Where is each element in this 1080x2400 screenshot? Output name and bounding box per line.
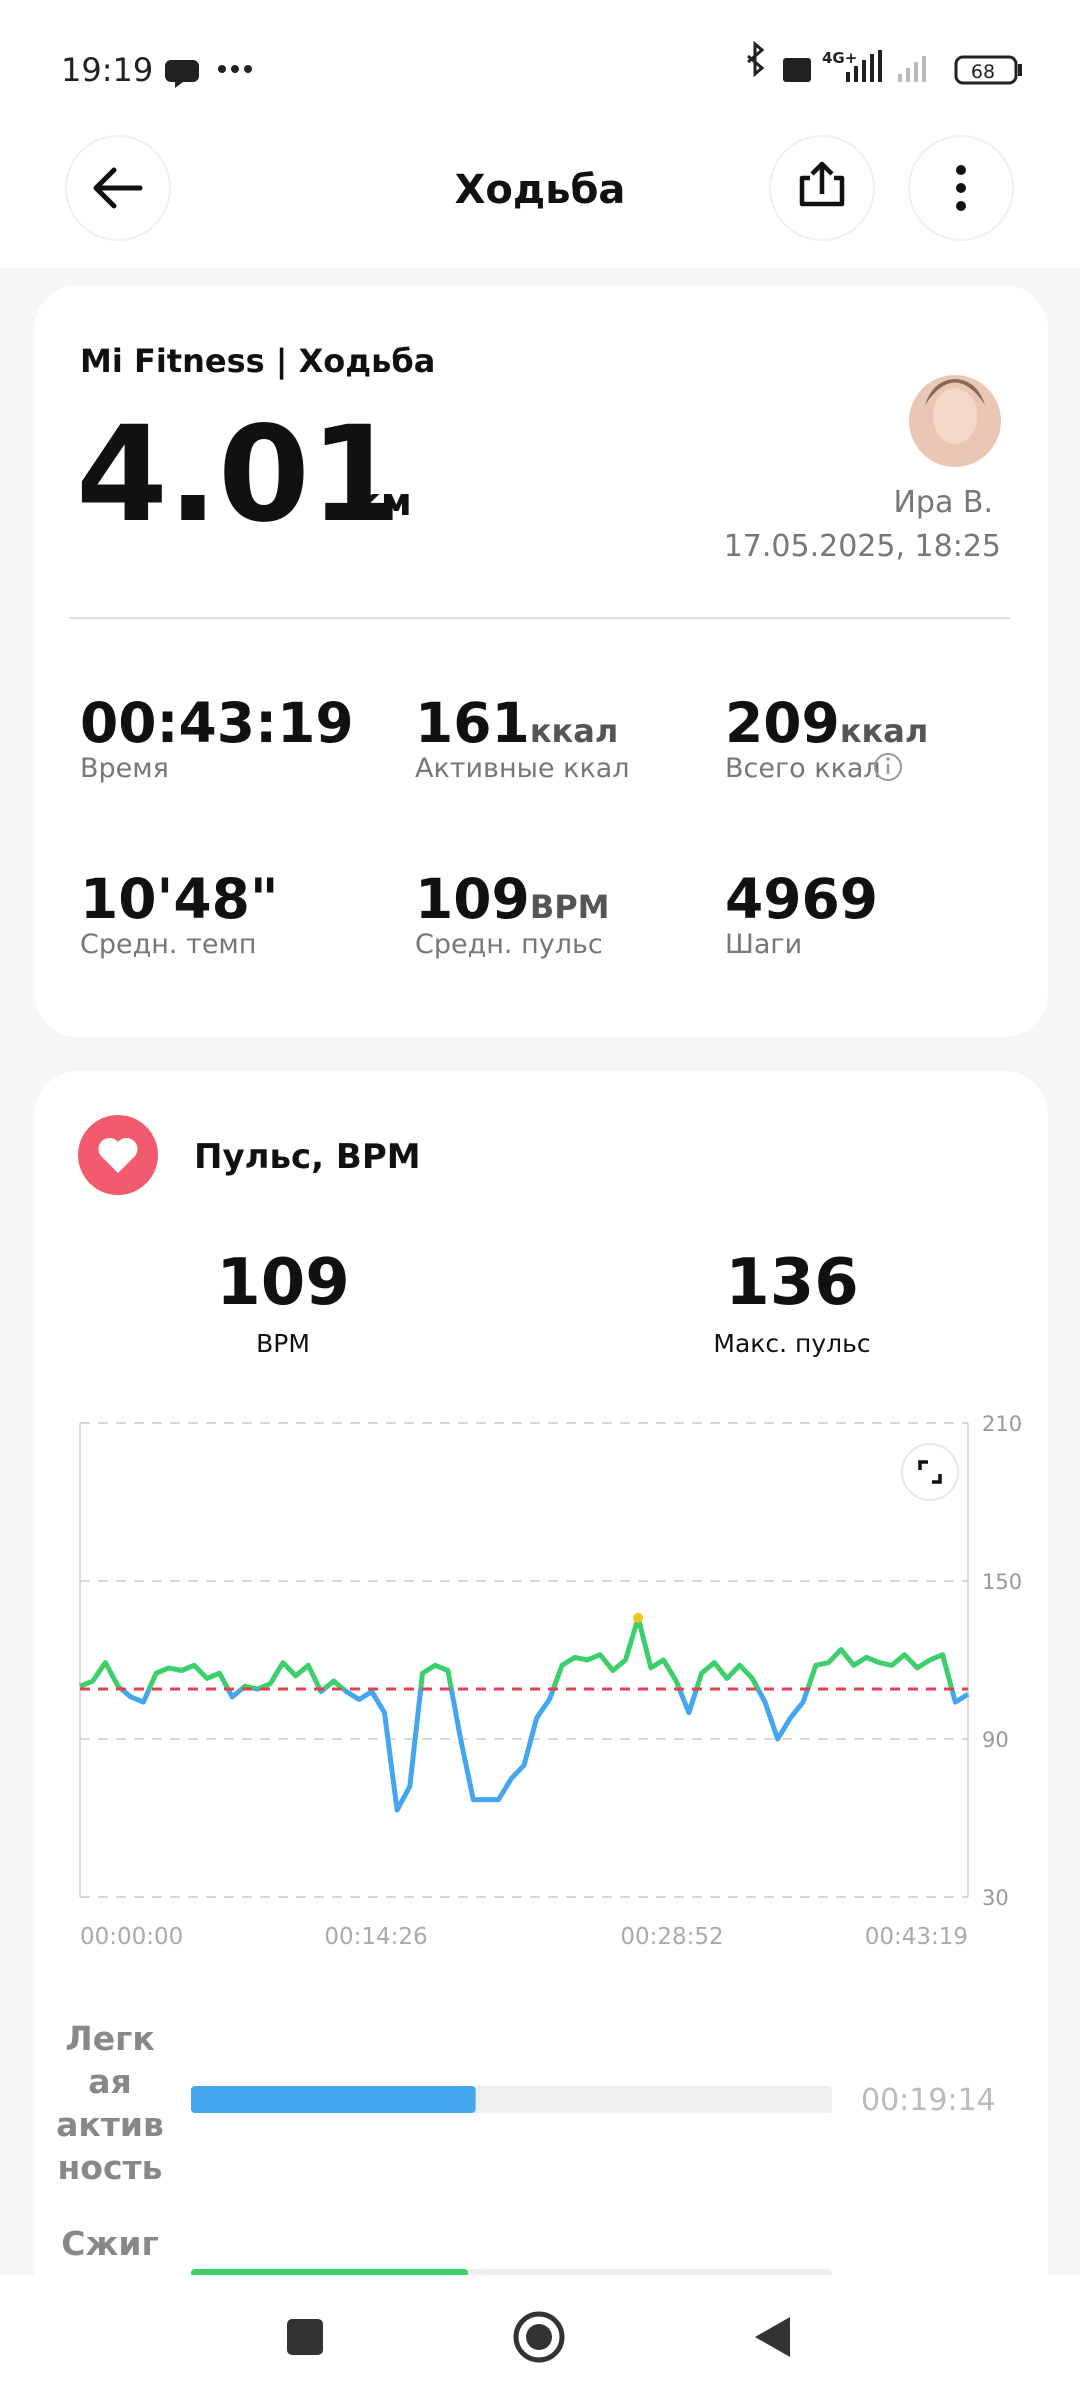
- y-tick-label: 210: [982, 1412, 1022, 1436]
- stat-value: 161ккал: [415, 691, 618, 755]
- x-tick-label: 00:00:00: [80, 1924, 183, 1950]
- menu-button[interactable]: [908, 135, 1014, 241]
- stat-number: 109: [415, 867, 530, 931]
- back-button[interactable]: [65, 135, 171, 241]
- status-icons: [165, 40, 1022, 88]
- y-tick-label: 30: [982, 1886, 1009, 1910]
- zone-label: Сжиг: [61, 2224, 158, 2263]
- stat-number: 161: [415, 691, 530, 755]
- y-tick-label: 90: [982, 1728, 1009, 1752]
- expand-button[interactable]: [901, 1443, 959, 1501]
- page-title: Ходьба: [455, 167, 626, 213]
- heart-rate-line: [79, 1615, 955, 1689]
- zone-label: Легк: [65, 2019, 154, 2058]
- stat-value: 109BPM: [415, 867, 610, 931]
- x-tick-label: 00:43:19: [865, 1924, 968, 1950]
- distance-value: 4.01: [76, 398, 402, 552]
- stat-number: 10'48": [80, 867, 279, 931]
- home-button[interactable]: [513, 2311, 565, 2363]
- share-button[interactable]: [769, 135, 875, 241]
- zone-label: актив: [56, 2105, 164, 2144]
- stat-value: 00:43:19: [80, 691, 354, 755]
- top-bar-bg: [0, 0, 1080, 268]
- stat-unit: BPM: [530, 888, 610, 926]
- stat-unit: ккал: [840, 712, 928, 750]
- zone-label: ность: [57, 2148, 162, 2187]
- heart-stat-value: 136: [725, 1246, 859, 1320]
- heart-stat-value: 109: [216, 1246, 350, 1320]
- info-icon: [874, 753, 902, 781]
- stat-label: Средн. пульс: [415, 929, 603, 960]
- heart-card: [34, 1071, 1048, 2400]
- zone-label: ая: [88, 2062, 131, 2101]
- stat-unit: ккал: [530, 712, 618, 750]
- recents-button[interactable]: [287, 2319, 323, 2355]
- heart-stat-label: BPM: [256, 1329, 310, 1358]
- stat-number: 00:43:19: [80, 691, 354, 755]
- info-circle: [874, 753, 902, 781]
- x-tick-label: 00:28:52: [620, 1924, 723, 1950]
- user-name: Ира В.: [893, 485, 993, 520]
- distance-unit: км: [355, 480, 412, 524]
- battery-level: 68: [971, 61, 995, 83]
- summary-card: [34, 285, 1048, 1037]
- stat-label: Средн. темп: [80, 929, 256, 960]
- info-dot: [886, 757, 890, 761]
- stat-label: Шаги: [725, 929, 802, 960]
- status-time: 19:19: [61, 51, 153, 89]
- stat-value: 209ккал: [725, 691, 928, 755]
- x-tick-label: 00:14:26: [324, 1924, 427, 1950]
- back-nav-button[interactable]: [755, 2317, 790, 2357]
- avatar: [909, 375, 1001, 467]
- stat-value: 4969: [725, 867, 878, 931]
- stat-value: 10'48": [80, 867, 279, 931]
- stat-label: Активные ккал: [415, 753, 630, 784]
- zone-bar: [191, 2086, 476, 2113]
- stat-label: Всего ккал: [725, 753, 881, 784]
- source: Mi Fitness | Ходьба: [80, 342, 435, 381]
- max-marker: [633, 1612, 644, 1623]
- heart-stat-label: Макс. пульс: [713, 1329, 870, 1358]
- stat-number: 4969: [725, 867, 878, 931]
- heart-title: Пульс, BPM: [194, 1137, 421, 1177]
- zone-duration: 00:19:14: [861, 2083, 996, 2118]
- stat-number: 209: [725, 691, 840, 755]
- stat-label: Время: [80, 753, 169, 784]
- heart-icon: [78, 1115, 158, 1195]
- date-time: 17.05.2025, 18:25: [724, 529, 1001, 564]
- network-type: 4G+: [822, 49, 857, 67]
- y-tick-label: 150: [982, 1570, 1022, 1594]
